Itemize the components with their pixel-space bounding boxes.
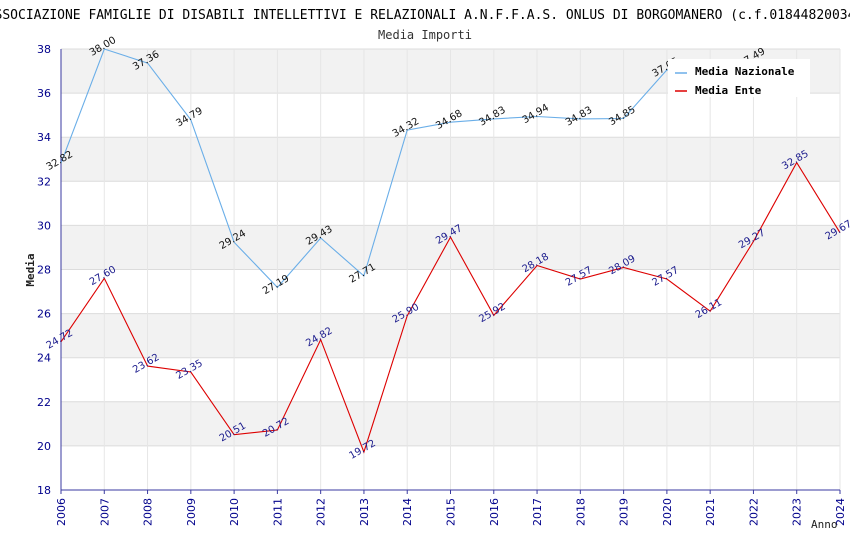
y-tick-label: 38 <box>37 43 51 56</box>
legend-box <box>668 59 810 97</box>
x-tick-label: 2018 <box>574 498 587 526</box>
x-tick-label: 2006 <box>55 498 68 526</box>
x-axis-label: Anno <box>811 518 838 531</box>
y-tick-label: 34 <box>37 131 51 144</box>
series-lines <box>60 48 841 454</box>
x-tick-label: 2009 <box>185 498 198 526</box>
y-tick-label: 30 <box>37 219 51 232</box>
x-tick-labels: 2006 2007 2008 2009 2010 2011 2012 2013 2014 2015… <box>55 490 847 526</box>
y-tick-labels: 18 20 22 24 26 28 30 32 34 36 38 <box>37 43 51 497</box>
legend-label-media-ente: Media Ente <box>695 84 762 97</box>
x-tick-label: 2017 <box>531 498 544 526</box>
y-tick-label: 26 <box>37 308 51 321</box>
x-tick-label: 2020 <box>661 498 674 526</box>
x-tick-label: 2023 <box>791 498 804 526</box>
y-tick-label: 28 <box>37 264 51 277</box>
y-tick-label: 22 <box>37 396 51 409</box>
chart-subtitle: Media Importi <box>378 28 472 42</box>
legend-label-media-nazionale: Media Nazionale <box>695 65 795 78</box>
x-tick-label: 2011 <box>271 498 284 526</box>
y-tick-label: 24 <box>37 352 51 365</box>
x-tick-label: 2022 <box>747 498 760 526</box>
x-tick-label: 2021 <box>704 498 717 526</box>
series-line-media-nazionale <box>60 48 754 289</box>
chart-title: ASSOCIAZIONE FAMIGLIE DI DISABILI INTELL… <box>0 8 850 23</box>
y-tick-label: 32 <box>37 175 51 188</box>
series-line-media-ente <box>60 161 841 454</box>
x-tick-label: 2014 <box>401 498 414 526</box>
x-tick-label: 2008 <box>142 498 155 526</box>
y-axis-label: Media <box>24 253 37 286</box>
x-tick-label: 2024 <box>834 498 847 526</box>
x-tick-label: 2012 <box>315 498 328 526</box>
x-tick-label: 2015 <box>445 498 458 526</box>
y-tick-label: 18 <box>37 484 51 497</box>
x-tick-label: 2016 <box>488 498 501 526</box>
x-tick-label: 2013 <box>358 498 371 526</box>
x-tick-label: 2007 <box>98 498 111 526</box>
x-tick-label: 2010 <box>228 498 241 526</box>
y-tick-label: 36 <box>37 87 51 100</box>
legend: Media Nazionale Media Ente <box>668 59 810 97</box>
y-tick-label: 20 <box>37 440 51 453</box>
x-tick-label: 2019 <box>618 498 631 526</box>
